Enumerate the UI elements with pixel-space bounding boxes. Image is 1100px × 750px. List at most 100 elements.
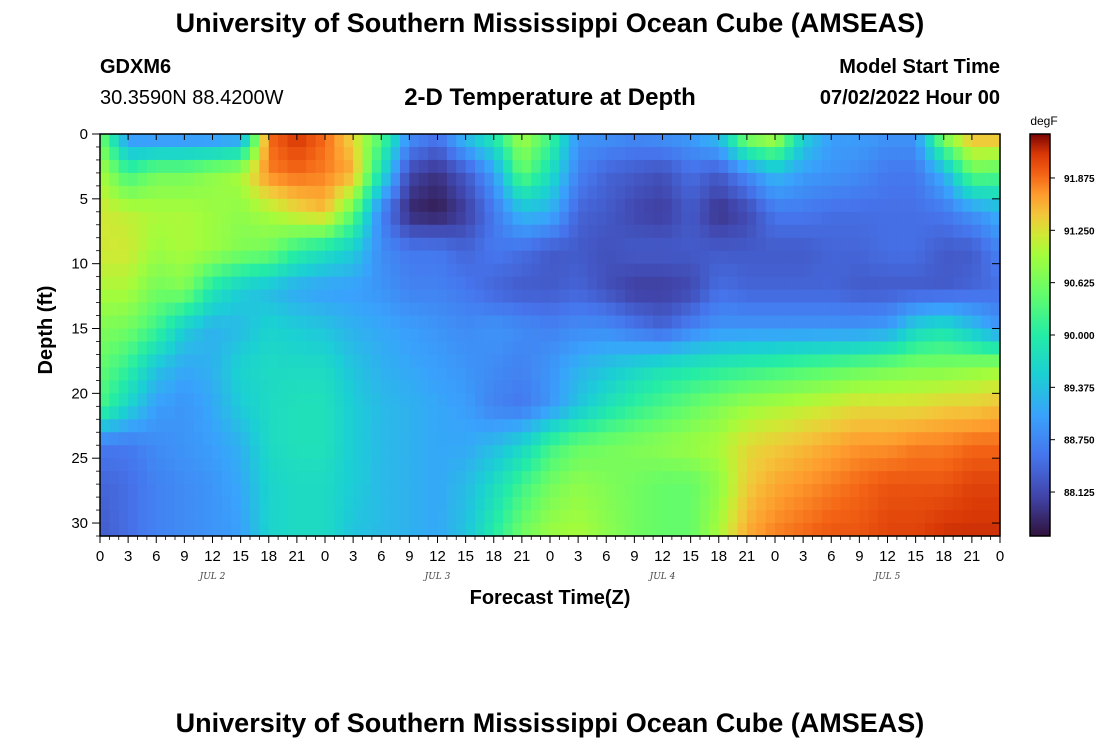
heatmap-cell [146,432,157,446]
heatmap-cell [484,523,495,537]
heatmap-cell [934,263,945,278]
heatmap-cell [550,393,560,407]
heatmap-cell [718,393,729,407]
heatmap-cell [925,289,935,304]
heatmap-cell [709,432,720,446]
x-axis-label: Forecast Time(Z) [470,587,631,609]
heatmap-cell [971,419,982,433]
heatmap-cell [390,159,401,174]
heatmap-cell [756,380,767,394]
heatmap-cell [662,276,673,291]
heatmap-cell [371,198,382,213]
heatmap-cell [756,276,767,291]
heatmap-cell [896,341,907,356]
heatmap-cell [775,237,785,252]
heatmap-cell [718,146,729,161]
heatmap-cell [428,185,439,200]
heatmap-cell [803,276,814,291]
heatmap-cell [325,380,335,394]
heatmap-cell [100,484,110,498]
heatmap-cell [840,289,851,304]
heatmap-cell [700,250,710,265]
heatmap-cell [465,484,476,498]
heatmap-cell [137,302,148,317]
heatmap-cell [521,224,532,239]
heatmap-cell [475,289,485,304]
heatmap-cell [821,484,832,498]
heatmap-cell [409,224,420,239]
heatmap-cell [971,315,982,330]
heatmap-cell [653,380,664,394]
heatmap-cell [578,134,589,148]
heatmap-cell [850,380,860,394]
heatmap-cell [643,484,654,498]
heatmap-cell [343,432,354,446]
heatmap-cell [671,458,682,472]
heatmap-cell [981,510,992,524]
heatmap-cell [128,134,139,148]
heatmap-cell [625,510,635,524]
heatmap-cell [128,211,139,226]
heatmap-cell [568,237,579,252]
heatmap-cell [559,523,570,537]
heatmap-cell [306,393,317,407]
heatmap-cell [165,484,176,498]
heatmap-cell [812,406,823,420]
heatmap-cell [765,185,776,200]
heatmap-cell [334,211,345,226]
heatmap-cell [550,289,560,304]
heatmap-cell [765,432,776,446]
heatmap-cell [446,315,457,330]
heatmap-cell [878,354,889,369]
heatmap-cell [531,497,542,511]
heatmap-cell [887,302,898,317]
heatmap-cell [859,367,870,381]
heatmap-cell [521,380,532,394]
heatmap-cell [409,211,420,226]
heatmap-cell [381,224,392,239]
heatmap-cell [615,276,626,291]
heatmap-cell [915,497,926,511]
heatmap-cell [362,172,373,187]
heatmap-cell [296,497,307,511]
heatmap-cell [250,523,260,537]
heatmap-cell [465,367,476,381]
heatmap-cell [278,523,289,537]
heatmap-cell [362,354,373,369]
heatmap-cell [709,328,720,343]
heatmap-cell [887,432,898,446]
heatmap-cell [325,354,335,369]
heatmap-cell [325,458,335,472]
heatmap-cell [953,406,964,420]
heatmap-cell [315,419,326,433]
heatmap-cell [587,380,598,394]
heatmap-cell [475,237,485,252]
heatmap-cell [212,432,223,446]
heatmap-cell [109,523,120,537]
heatmap-cell [653,276,664,291]
heatmap-cell [859,159,870,174]
heatmap-cell [868,146,879,161]
heatmap-cell [671,289,682,304]
heatmap-cell [840,134,851,148]
heatmap-cell [728,484,739,498]
heatmap-cell [803,185,814,200]
x-tick-label: 18 [935,548,952,565]
heatmap-cell [625,393,635,407]
heatmap-cell [371,471,382,485]
heatmap-cell [503,341,514,356]
heatmap-cell [925,380,935,394]
heatmap-cell [175,510,185,524]
heatmap-cell [512,276,523,291]
heatmap-cell [559,497,570,511]
heatmap-cell [221,380,232,394]
heatmap-cell [653,250,664,265]
heatmap-cell [943,250,954,265]
heatmap-cell [184,445,195,459]
heatmap-cell [915,250,926,265]
heatmap-cell [981,380,992,394]
heatmap-cell [128,406,139,420]
heatmap-cell [756,250,767,265]
heatmap-cell [287,393,298,407]
heatmap-cell [184,185,195,200]
